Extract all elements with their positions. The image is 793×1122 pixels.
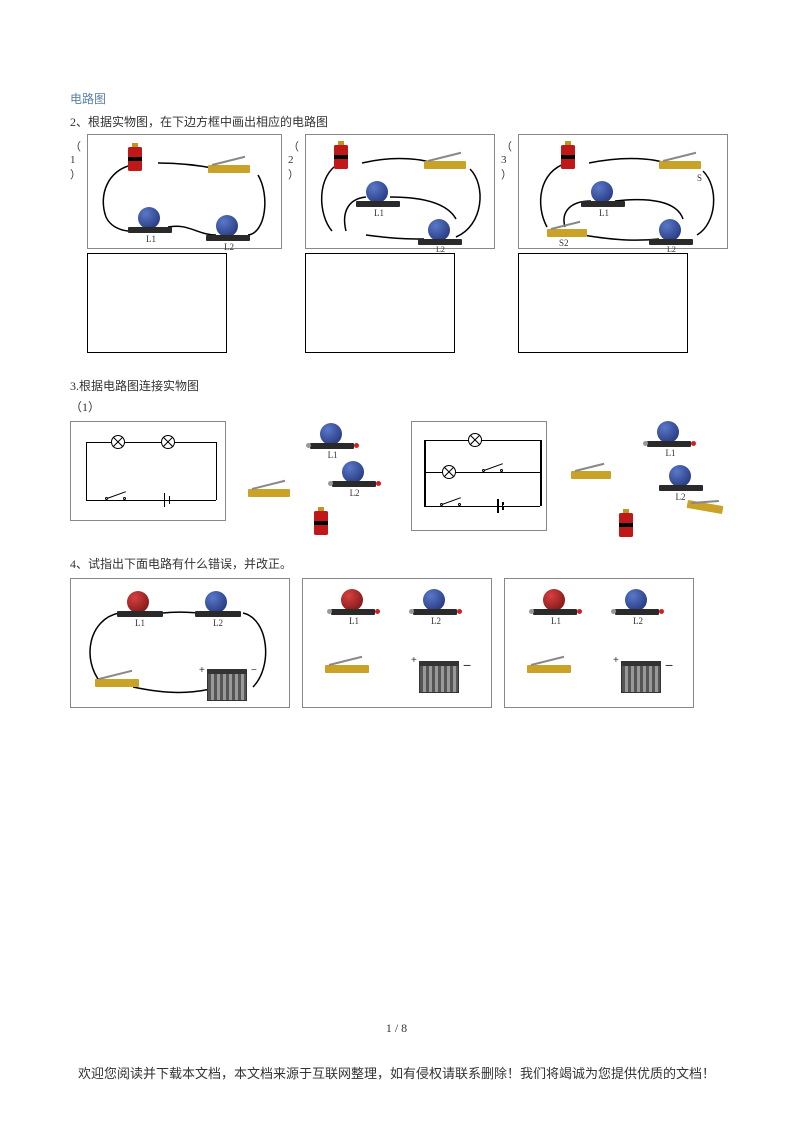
circuit-photo-2: L1 L2	[305, 134, 495, 249]
q4-circuit: L1 L2 + −	[70, 578, 290, 708]
components-1: L1 L2	[246, 421, 392, 541]
schematic-2	[411, 421, 547, 531]
answer-box-1	[87, 253, 227, 353]
question-3: 3.根据电路图连接实物图	[70, 377, 723, 394]
answer-box-3	[518, 253, 688, 353]
panel-2: L1 L2	[305, 134, 495, 353]
components-2: L1 L2	[567, 421, 723, 541]
schematic-1	[70, 421, 226, 521]
q4-components-b: L1 L2 + −	[504, 578, 694, 708]
q4-components-a: L1 L2 + −	[302, 578, 492, 708]
question-3-sub: （1）	[70, 398, 723, 415]
q2-row: （ 1 ） L1 L2 （ 2 ）	[70, 134, 723, 353]
question-4: 4、试指出下面电路有什么错误，并改正。	[70, 555, 723, 572]
q4-row: L1 L2 + − L1 L2 + − L1 L2	[70, 578, 723, 708]
marker-1: （ 1 ）	[70, 134, 81, 182]
question-2: 2、根据实物图，在下边方框中画出相应的电路图	[70, 113, 723, 130]
marker-3: （ 3 ）	[501, 134, 512, 182]
marker-2: （ 2 ）	[288, 134, 299, 182]
page-number: 1 / 8	[0, 1021, 793, 1036]
circuit-photo-1: L1 L2	[87, 134, 282, 249]
panel-1: L1 L2	[87, 134, 282, 353]
answer-box-2	[305, 253, 455, 353]
q3-row: L1 L2 L1 L2	[70, 421, 723, 541]
page-title: 电路图	[70, 90, 723, 107]
circuit-photo-3: S L1 S2 L2	[518, 134, 728, 249]
panel-3: S L1 S2 L2	[518, 134, 728, 353]
footer-note: 欢迎您阅读并下载本文档，本文档来源于互联网整理，如有侵权请联系删除！我们将竭诚为…	[0, 1063, 793, 1082]
